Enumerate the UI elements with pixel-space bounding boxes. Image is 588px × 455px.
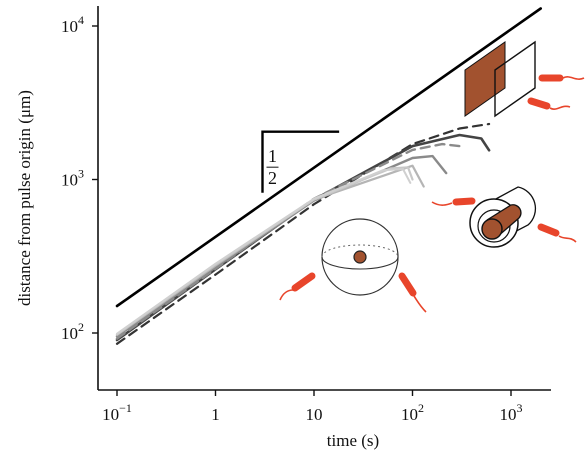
bacterium-icon: [279, 272, 316, 301]
plane-source-illustration: [464, 40, 585, 118]
series-line-6: [115, 164, 425, 337]
slope-triangle-outline: [261, 130, 340, 193]
sphere-source-illustration: [279, 218, 427, 313]
x-tick-label: 1: [211, 405, 220, 424]
x-axis-label: time (s): [327, 431, 379, 450]
y-axis-label: distance from pulse origin (μm): [15, 90, 34, 306]
bacterium-icon: [538, 74, 585, 82]
y-tick-label-exponent: 2: [78, 320, 84, 334]
series-layer: [115, 7, 543, 345]
y-tick-label-exponent: 4: [78, 13, 84, 27]
series-line-8: [116, 168, 412, 335]
slope-triangle: 1 2: [261, 130, 340, 193]
y-tick-label: 104: [61, 13, 84, 36]
y-tick-label-base: 10: [61, 17, 78, 36]
bacterium-icon: [527, 97, 571, 110]
x-tick-label-base: 10: [401, 405, 418, 424]
x-tick-label-exponent: −1: [119, 401, 132, 415]
x-tick-label: 10−1: [102, 401, 132, 424]
y-tick-label-base: 10: [61, 171, 78, 190]
bacterium-icon: [431, 197, 476, 206]
series-line-4: [115, 142, 461, 340]
bacterium-icon: [537, 223, 577, 243]
x-tick-label: 103: [500, 401, 523, 424]
y-tick-label-exponent: 3: [78, 167, 84, 181]
y-tick-label: 102: [61, 320, 84, 343]
x-tick-label-exponent: 2: [418, 401, 424, 415]
x-tick-label-base: 10: [306, 405, 323, 424]
x-tick-label: 102: [401, 401, 424, 424]
x-tick-label-base: 1: [211, 405, 220, 424]
cylinder-source-illustration: [431, 186, 577, 248]
x-tick-label-base: 10: [102, 405, 119, 424]
series-line-1: [115, 7, 543, 308]
slope-numerator: 1: [268, 146, 277, 166]
x-tick-label: 10: [306, 405, 323, 424]
x-tick-label-exponent: 3: [517, 401, 523, 415]
x-ticks: 10−1 1 10 102 103: [102, 390, 523, 424]
y-tick-label-base: 10: [61, 324, 78, 343]
series-line-3: [115, 133, 491, 342]
bacterium-icon: [398, 272, 427, 313]
slope-denominator: 2: [268, 168, 277, 188]
y-tick-label: 103: [61, 167, 84, 190]
x-tick-label-base: 10: [500, 405, 517, 424]
